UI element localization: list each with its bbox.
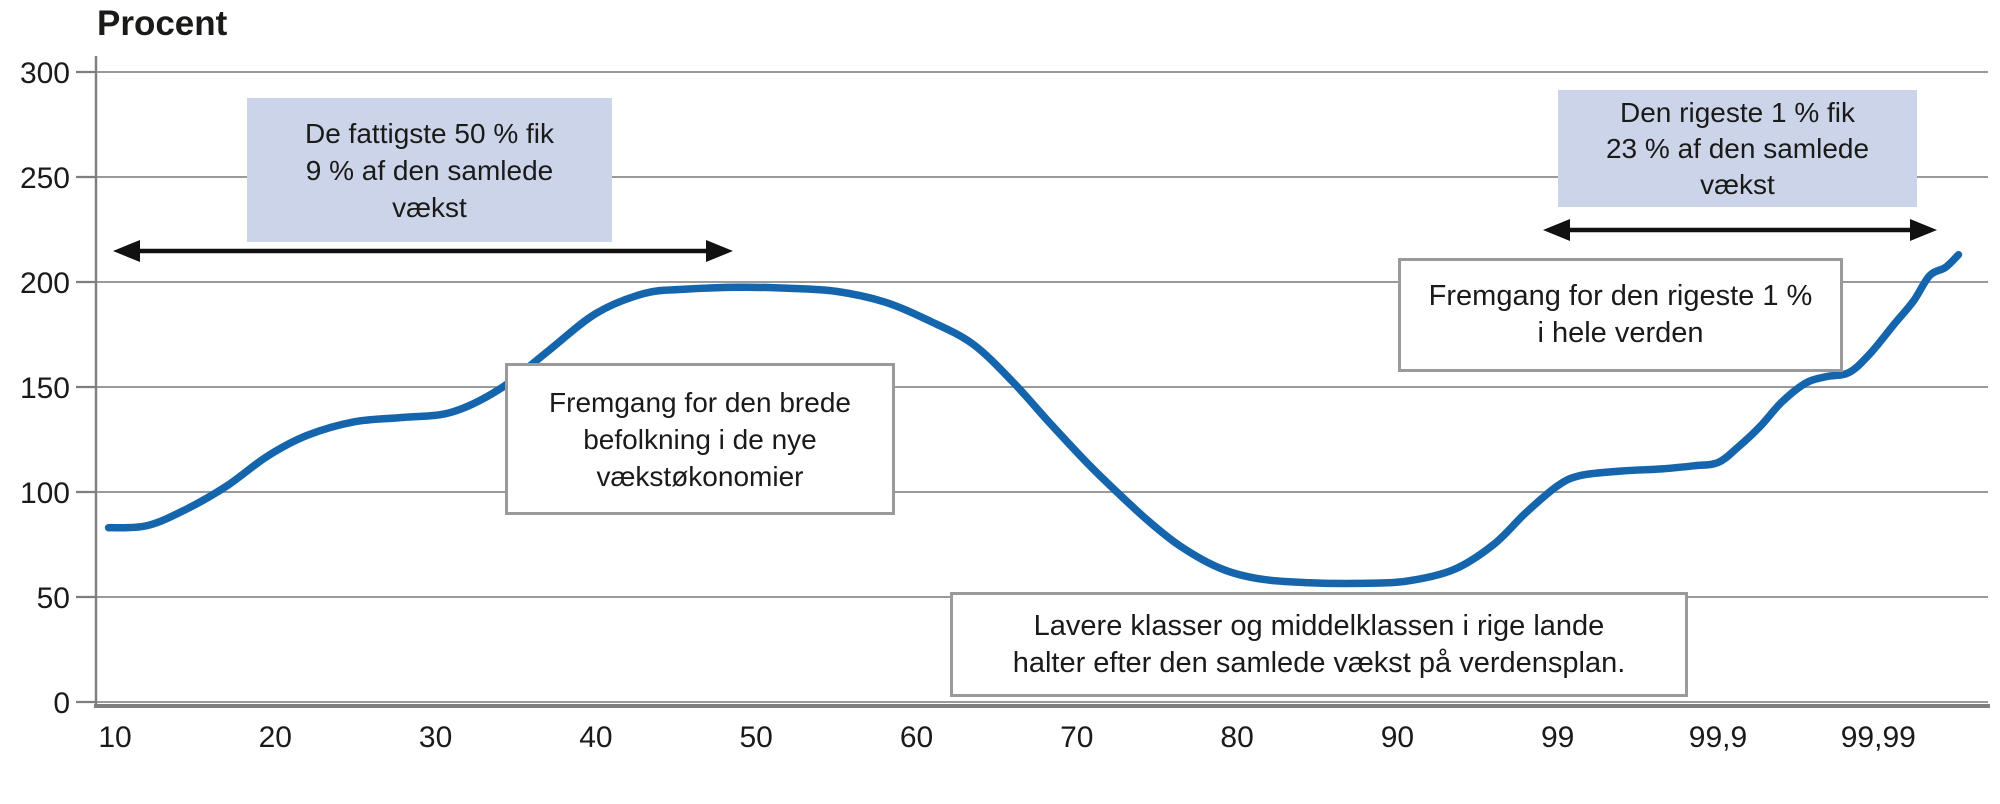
annotation-middle-class-rich-countries: Lavere klasser og middelklassen i rige l… <box>950 592 1688 697</box>
annotation-emerging-economies: Fremgang for den brede befolkning i de n… <box>505 363 895 515</box>
y-tick-label: 0 <box>53 687 70 720</box>
x-tick-label: 20 <box>259 721 292 754</box>
annotation-line: vækstøkonomier <box>596 460 804 492</box>
y-tick-label: 300 <box>20 57 70 90</box>
annotation-line: vækst <box>392 191 467 223</box>
chart-title: Procent <box>97 4 228 43</box>
y-tick-label: 150 <box>20 372 70 405</box>
annotation-line: halter efter den samlede vækst på verden… <box>1012 646 1626 679</box>
annotation-line: 9 % af den samlede <box>305 154 554 186</box>
x-tick-label: 50 <box>740 721 773 754</box>
annotation-line: befolkning i de nye <box>583 423 817 455</box>
x-tick-label: 80 <box>1220 721 1253 754</box>
x-tick-label: 40 <box>579 721 612 754</box>
growth-curve-line <box>104 250 1963 588</box>
annotation-line: Fremgang for den brede <box>549 386 851 418</box>
annotation-richest-1-world: Fremgang for den rigeste 1 % i hele verd… <box>1398 258 1843 372</box>
annotation-line: i hele verden <box>1537 317 1704 349</box>
x-tick-label: 90 <box>1381 721 1414 754</box>
annotation-line: Lavere klasser og middelklassen i rige l… <box>1033 609 1605 642</box>
y-tick-label: 250 <box>20 162 70 195</box>
x-tick-label: 70 <box>1060 721 1093 754</box>
y-tick-label: 200 <box>20 267 70 300</box>
x-tick-label: 99 <box>1541 721 1574 754</box>
x-tick-label: 10 <box>98 721 131 754</box>
range-arrow-richest-1-right-head <box>1910 219 1937 241</box>
annotation-line: Fremgang for den rigeste 1 % <box>1428 280 1813 312</box>
y-tick-label: 100 <box>20 477 70 510</box>
range-arrow-poorest-50-left-head <box>113 240 140 262</box>
annotation-line: De fattigste 50 % fik <box>304 117 554 149</box>
x-tick-label: 99,99 <box>1841 721 1916 754</box>
annotation-richest-1: Den rigeste 1 % fik 23 % af den samlede … <box>1558 90 1917 207</box>
x-tick-label: 60 <box>900 721 933 754</box>
range-arrow-richest-1-left-head <box>1543 219 1570 241</box>
annotation-line: vækst <box>1700 168 1775 200</box>
annotation-line: Den rigeste 1 % fik <box>1620 96 1855 128</box>
x-tick-label: 30 <box>419 721 452 754</box>
x-tick-label: 99,9 <box>1689 721 1747 754</box>
annotation-poorest-50: De fattigste 50 % fik 9 % af den samlede… <box>247 98 612 242</box>
annotation-line: 23 % af den samlede <box>1605 132 1870 164</box>
y-tick-label: 50 <box>37 582 70 615</box>
range-arrow-poorest-50-right-head <box>706 240 733 262</box>
